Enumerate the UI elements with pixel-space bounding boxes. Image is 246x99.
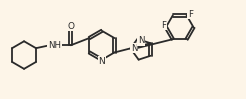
Text: N: N	[131, 44, 137, 53]
Text: F: F	[161, 20, 166, 30]
Text: N: N	[98, 57, 105, 66]
Text: O: O	[67, 22, 74, 31]
Text: F: F	[188, 10, 193, 19]
Text: N: N	[138, 36, 144, 45]
Text: NH: NH	[48, 41, 61, 50]
